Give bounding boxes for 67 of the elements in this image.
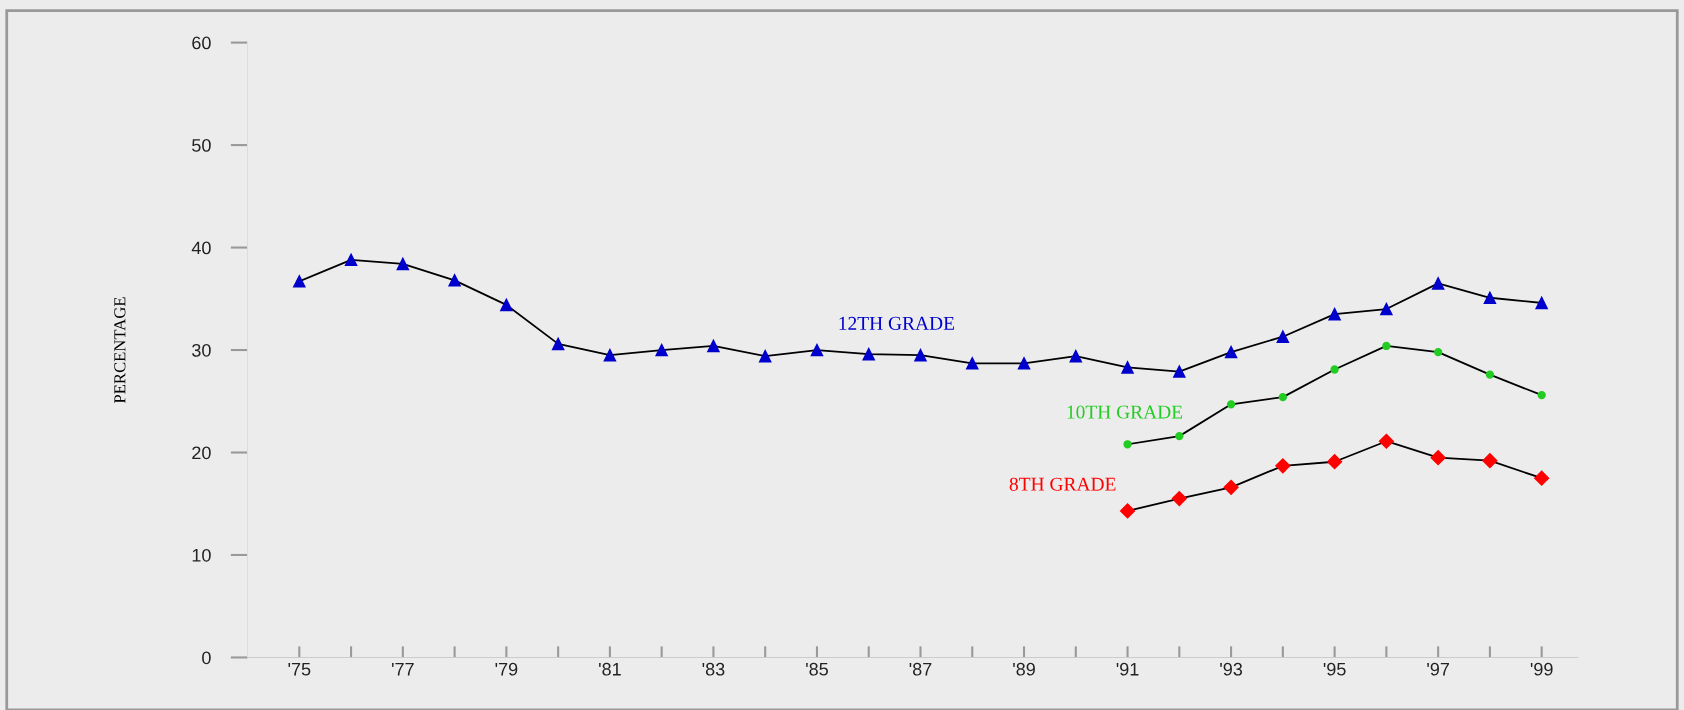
series-label: 8TH GRADE — [1009, 477, 1116, 491]
point — [500, 298, 513, 312]
point — [448, 274, 461, 287]
x-tick-label: '83 — [702, 662, 725, 676]
x-tick-label: '97 — [1427, 662, 1449, 676]
point — [1223, 479, 1239, 495]
y-tick-label: 10 — [192, 548, 211, 562]
point — [1278, 393, 1288, 402]
point — [1382, 341, 1391, 351]
x-tick-label: '95 — [1323, 662, 1346, 676]
x-tick-label: '93 — [1220, 662, 1243, 676]
point — [1482, 453, 1498, 469]
point — [1327, 454, 1343, 470]
point — [344, 253, 358, 267]
point — [1330, 365, 1339, 374]
point — [914, 348, 927, 362]
y-tick-label: 50 — [192, 139, 211, 152]
x-tick-label: '99 — [1530, 662, 1553, 676]
point — [707, 339, 720, 353]
point — [1483, 291, 1497, 305]
point — [1534, 470, 1550, 486]
point — [1378, 433, 1394, 449]
point — [1175, 431, 1184, 441]
point — [1275, 458, 1291, 474]
point — [655, 343, 668, 357]
point — [396, 257, 410, 271]
point — [293, 275, 306, 288]
point — [810, 343, 824, 357]
series-label: 12TH GRADE — [839, 316, 955, 330]
y-tick-label: 40 — [191, 241, 211, 255]
point — [1119, 503, 1136, 519]
point — [1173, 365, 1186, 378]
x-tick-label: '77 — [392, 662, 414, 676]
point — [1226, 400, 1236, 409]
point — [551, 337, 565, 351]
y-tick-label: 20 — [192, 446, 211, 460]
x-tick-label: '91 — [1116, 662, 1139, 676]
x-tick-label: '89 — [1013, 662, 1035, 676]
point — [1535, 296, 1548, 310]
point — [1017, 357, 1031, 370]
x-tick-label: '81 — [599, 662, 621, 676]
point — [1537, 390, 1546, 400]
point — [1380, 302, 1393, 316]
point — [1328, 307, 1341, 321]
x-tick-label: '87 — [909, 662, 932, 676]
point — [1485, 370, 1495, 379]
x-tick-label: '79 — [495, 662, 518, 676]
point — [1171, 491, 1187, 507]
y-axis-title: PERCENTAGE — [114, 297, 126, 404]
y-tick-label: 60 — [192, 36, 211, 50]
x-tick-label: '85 — [806, 662, 828, 676]
y-tick-label: 30 — [192, 343, 211, 357]
point — [1069, 349, 1083, 363]
point — [1430, 450, 1446, 466]
point — [1433, 347, 1443, 357]
point — [862, 347, 875, 361]
point — [758, 349, 772, 363]
x-tick-label: '75 — [288, 662, 311, 676]
point — [966, 357, 979, 370]
point — [1276, 330, 1290, 343]
series-label: 10TH GRADE — [1067, 405, 1183, 419]
point — [1431, 277, 1445, 290]
point — [1121, 361, 1134, 374]
y-tick-label: 0 — [202, 651, 211, 665]
point — [1224, 345, 1238, 359]
point — [603, 348, 617, 362]
point — [1123, 440, 1132, 449]
